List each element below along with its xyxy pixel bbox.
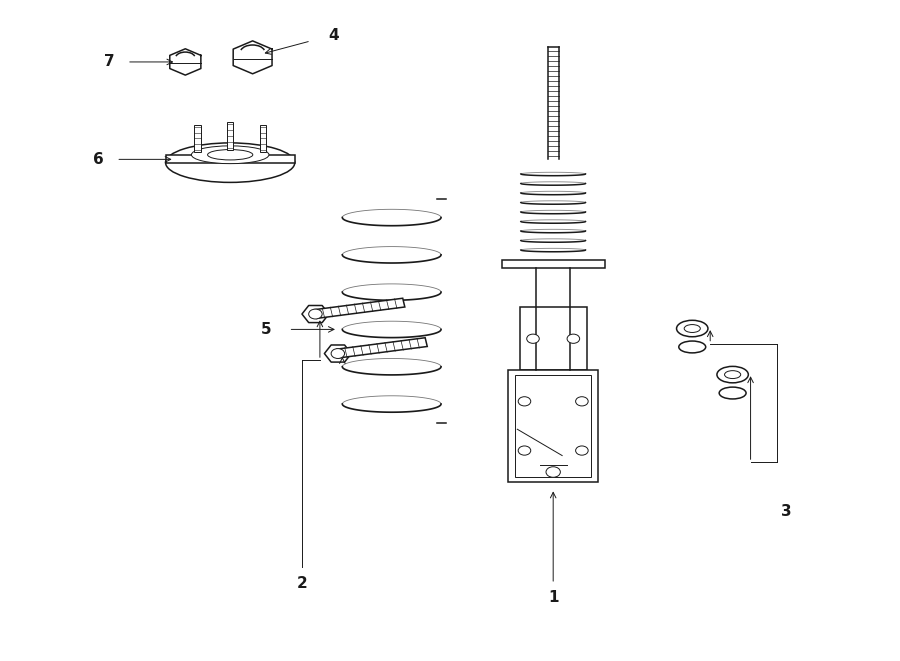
Ellipse shape — [724, 371, 741, 379]
Polygon shape — [170, 49, 201, 75]
Bar — [501, 260, 605, 268]
Circle shape — [526, 334, 539, 343]
Ellipse shape — [208, 149, 253, 160]
Ellipse shape — [677, 321, 708, 336]
Circle shape — [331, 348, 345, 358]
Text: 3: 3 — [781, 504, 792, 519]
Circle shape — [309, 309, 322, 319]
Bar — [166, 155, 295, 163]
Circle shape — [546, 467, 561, 477]
Bar — [508, 370, 598, 482]
Bar — [194, 125, 201, 152]
Circle shape — [518, 397, 531, 406]
Bar — [260, 125, 266, 152]
Bar — [516, 375, 591, 477]
Circle shape — [567, 334, 580, 343]
Polygon shape — [314, 298, 405, 319]
Text: 7: 7 — [104, 54, 114, 69]
Text: 6: 6 — [93, 152, 104, 167]
Text: 2: 2 — [297, 576, 307, 592]
Bar — [227, 122, 233, 150]
Circle shape — [576, 446, 589, 455]
Text: 5: 5 — [261, 322, 272, 337]
Ellipse shape — [719, 387, 746, 399]
Circle shape — [576, 397, 589, 406]
Polygon shape — [233, 41, 272, 74]
Text: 4: 4 — [328, 28, 338, 43]
Polygon shape — [302, 305, 328, 323]
Ellipse shape — [166, 143, 295, 182]
Ellipse shape — [684, 325, 700, 332]
Circle shape — [518, 446, 531, 455]
Polygon shape — [337, 338, 428, 358]
Ellipse shape — [192, 146, 269, 164]
Ellipse shape — [717, 366, 748, 383]
Bar — [519, 307, 587, 370]
Polygon shape — [324, 345, 351, 362]
Ellipse shape — [679, 341, 706, 353]
Text: 1: 1 — [548, 590, 558, 605]
